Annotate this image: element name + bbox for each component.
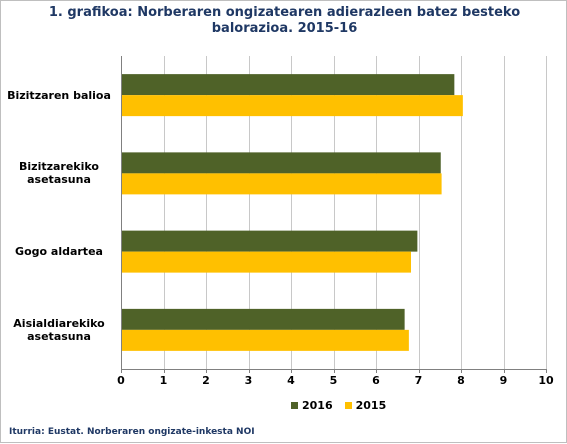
category-label-line: Bizitzarekiko [19,160,99,174]
category-label-line: Aisialdiarekiko [13,316,105,330]
category-label: Bizitzaren balioa [5,89,113,102]
bar-2015-3 [122,329,409,351]
x-tick-label: 3 [244,374,253,387]
bar-2016-3 [122,308,405,330]
x-tick-label: 8 [457,374,465,387]
x-tick-label: 7 [414,374,423,387]
x-tick-label: 10 [538,374,554,387]
bar-2016-0 [122,74,455,96]
legend-label-2016: 2016 [302,399,333,412]
x-tick-label: 5 [329,374,338,387]
category-label-line: Gogo aldartea [15,245,103,259]
category-label-line: asetasuna [27,173,91,187]
legend-swatch-2015 [344,402,352,409]
category-label-line: Bizitzaren balioa [7,88,111,102]
x-tick-label: 4 [287,374,295,387]
category-label-line: asetasuna [27,329,91,343]
bar-2015-1 [122,173,442,195]
bar-2016-1 [122,152,441,174]
legend-swatch-2016 [291,402,298,409]
x-tick-label: 2 [202,374,210,387]
x-tick-label: 1 [159,374,168,387]
category-label: Bizitzarekiko asetasuna [5,160,113,186]
x-tick-label: 6 [372,374,380,387]
bar-2015-0 [122,95,463,117]
legend-item-2015: 2015 [344,399,387,412]
bar-2016-2 [122,230,418,252]
legend: 2016 2015 [291,399,398,412]
legend-item-2016: 2016 [291,399,333,412]
category-label: Gogo aldartea [5,245,113,258]
chart-title-line2: balorazioa. 2015-16 [211,21,358,36]
source-note: Iturria: Eustat. Norberaren ongizate-ink… [9,427,255,437]
category-label: Aisialdiarekiko asetasuna [5,317,113,343]
chart-title: 1. grafikoa: Norberaren ongizatearen adi… [1,5,567,37]
x-tick-label: 9 [499,374,508,387]
chart-title-line1: 1. grafikoa: Norberaren ongizatearen adi… [48,5,521,20]
bar-2015-2 [122,251,411,273]
x-tick-label: 0 [117,374,125,387]
legend-label-2015: 2015 [355,399,387,412]
